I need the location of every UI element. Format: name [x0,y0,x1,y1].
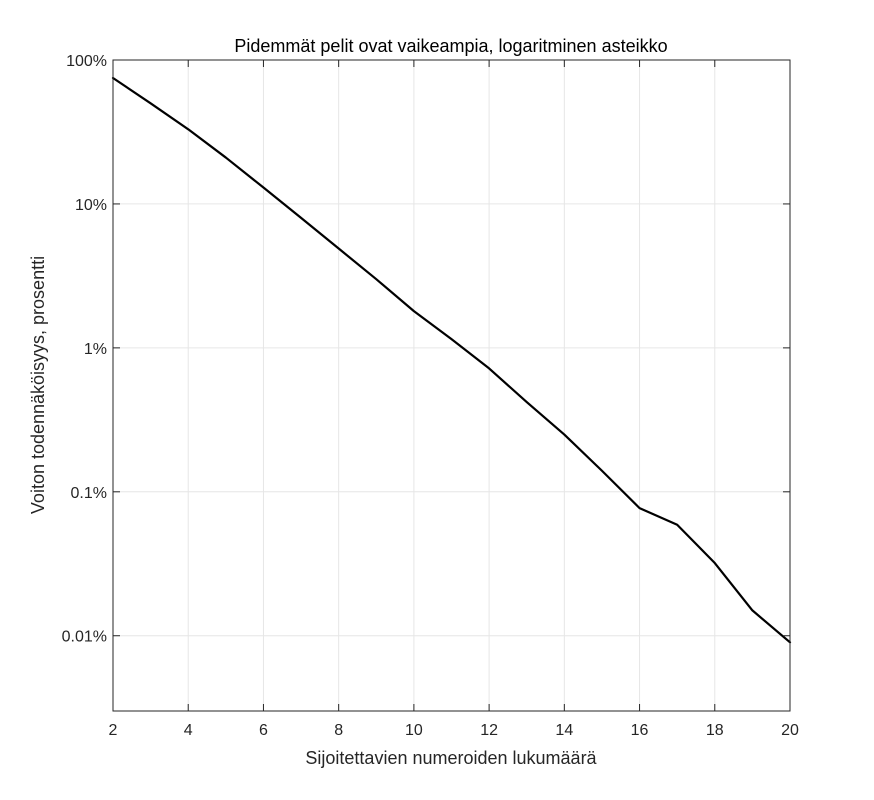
plot-area [113,60,790,711]
x-axis-title: Sijoitettavien numeroiden lukumäärä [305,748,597,768]
x-tick-label: 2 [109,722,118,739]
tick-labels: 2 4 6 8 10 12 14 16 18 20 0.01% 0.1% 1% 10% 100% [62,53,799,739]
x-tick-label: 18 [706,722,724,739]
x-tick-label: 16 [631,722,649,739]
x-tick-label: 12 [480,722,498,739]
y-tick-label: 10% [75,197,107,214]
x-tick-label: 4 [184,722,193,739]
series-line-0 [111,76,792,644]
x-tick-label: 8 [334,722,343,739]
series-lines [111,76,792,644]
axis-ticks [112,59,791,711]
x-tick-label: 14 [555,722,573,739]
x-tick-label: 10 [405,722,423,739]
y-tick-label: 0.1% [71,485,107,502]
y-tick-label: 100% [66,53,107,70]
y-tick-label: 1% [84,341,107,358]
plot-frame [112,59,791,712]
chart-title: Pidemmät pelit ovat vaikeampia, logaritm… [234,36,667,56]
grid-lines [112,59,791,711]
y-tick-label: 0.01% [62,629,107,646]
x-tick-label: 20 [781,722,799,739]
x-tick-label: 6 [259,722,268,739]
y-axis-title: Voiton todennäköisyys, prosentti [28,256,48,514]
